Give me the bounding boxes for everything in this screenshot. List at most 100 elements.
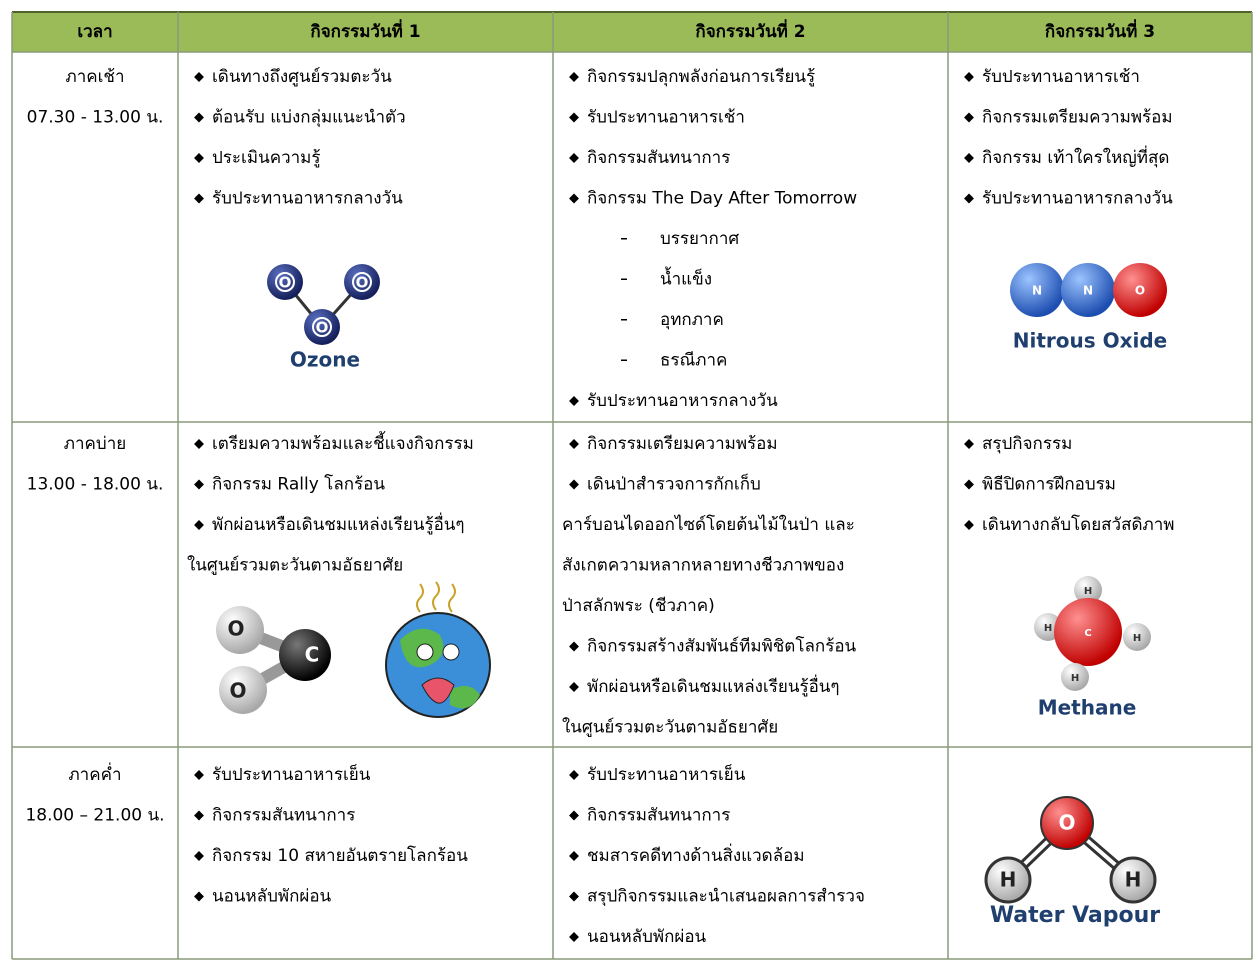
- bullet: [569, 851, 579, 861]
- bullet: [569, 439, 579, 449]
- atom-label: N: [1032, 284, 1042, 298]
- bullet: [569, 112, 579, 123]
- bullet: [964, 153, 974, 163]
- item: ชมสารคดีทางด้านสิ่งแวดล้อม: [587, 843, 805, 866]
- bullet: [569, 153, 579, 163]
- atom-label: O: [1135, 284, 1145, 298]
- bullet: [569, 682, 579, 692]
- header-band: [12, 12, 1252, 52]
- atom-label: O: [356, 274, 369, 292]
- item: สรุปกิจกรรมและนำเสนอผลการสำรวจ: [587, 887, 865, 907]
- bullet: [964, 479, 974, 490]
- nitrous-oxide-molecule: N N O Nitrous Oxide: [1010, 263, 1167, 353]
- atom-label: O: [279, 274, 292, 292]
- item: กิจกรรม เท้าใครใหญ่ที่สุด: [982, 145, 1169, 168]
- atom-label: C: [305, 643, 320, 667]
- item: สรุปกิจกรรม: [982, 434, 1072, 454]
- co2-molecule: O C O: [216, 606, 331, 714]
- item: ต้อนรับ แบ่งกลุ่มแนะนำตัว: [212, 108, 406, 128]
- molecule-name: Water Vapour: [990, 903, 1160, 928]
- item-continued: คาร์บอนไดออกไซด์โดยต้นไม้ในป่า และ: [562, 514, 855, 535]
- bullet: [964, 193, 974, 204]
- bullet: [194, 72, 204, 82]
- item: พิธีปิดการฝึกอบรม: [982, 475, 1116, 495]
- item-continued: ป่าสลักพระ (ชีวภาค): [562, 596, 715, 616]
- bullet: [569, 891, 579, 902]
- item: รับประทานอาหารเช้า: [982, 67, 1140, 87]
- molecule-name: Methane: [1038, 696, 1137, 720]
- bullet: [194, 810, 204, 821]
- bullet: [569, 193, 579, 204]
- item: พักผ่อนหรือเดินชมแหล่งเรียนรู้อื่นๆ: [587, 674, 840, 697]
- atom-label: O: [1058, 811, 1075, 835]
- hours: 13.00 - 18.00 น.: [27, 475, 164, 495]
- atom-label: H: [1084, 586, 1092, 597]
- bullet: [569, 641, 579, 652]
- item: รับประทานอาหารเช้า: [587, 108, 745, 128]
- header-cell: กิจกรรมวันที่ 1: [310, 19, 420, 42]
- item: รับประทานอาหารกลางวัน: [982, 189, 1173, 209]
- atom-label: C: [1084, 628, 1091, 639]
- sub-item: บรรยากาศ: [660, 229, 739, 249]
- bullet: [569, 810, 579, 821]
- item: กิจกรรม Rally โลกร้อน: [212, 474, 385, 495]
- item: ประเมินความรู้: [212, 148, 321, 168]
- atom-label: H: [1071, 673, 1079, 684]
- bullet: [569, 770, 579, 780]
- dash: [621, 359, 627, 361]
- item: เดินป่าสำรวจการกักเก็บ: [587, 473, 761, 495]
- bullet: [194, 193, 204, 204]
- period: ภาคค่ำ: [68, 762, 121, 785]
- bullet: [964, 112, 974, 123]
- atom-label: O: [229, 679, 246, 703]
- item: นอนหลับพักผ่อน: [587, 927, 707, 947]
- bullet: [964, 72, 974, 82]
- item: กิจกรรมเตรียมความพร้อม: [982, 108, 1173, 128]
- item: เดินทางถึงศูนย์รวมตะวัน: [212, 67, 392, 87]
- bullet: [569, 72, 579, 82]
- header-cell: กิจกรรมวันที่ 3: [1045, 19, 1155, 42]
- water-vapour-molecule: O H H Water Vapour: [984, 796, 1160, 928]
- grid: [11, 11, 1253, 960]
- item: กิจกรรมเตรียมความพร้อม: [587, 434, 778, 454]
- item: รับประทานอาหารเย็น: [212, 763, 371, 785]
- bullet: [569, 479, 579, 490]
- bullet: [194, 851, 204, 861]
- atom-label: H: [1133, 633, 1141, 644]
- atom-label: H: [1125, 868, 1142, 892]
- atom-label: O: [316, 319, 329, 337]
- methane-molecule: H H C H H Methane: [1034, 576, 1151, 720]
- bullet: [194, 770, 204, 780]
- bullet: [964, 439, 974, 449]
- hours: 18.00 – 21.00 น.: [25, 806, 164, 826]
- sub-item: อุทกภาค: [660, 310, 724, 330]
- bullet: [569, 932, 579, 942]
- bullet: [964, 520, 974, 530]
- item: รับประทานอาหารกลางวัน: [587, 391, 778, 411]
- item: เดินทางกลับโดยสวัสดิภาพ: [982, 514, 1174, 535]
- period: ภาคเช้า: [65, 67, 124, 87]
- item: รับประทานอาหารเย็น: [587, 763, 746, 785]
- bullet: [194, 520, 204, 530]
- molecule-name: Nitrous Oxide: [1013, 329, 1168, 353]
- earth-cartoon: [385, 581, 491, 718]
- item: กิจกรรมสร้างสัมพันธ์ทีมพิชิตโลกร้อน: [587, 636, 857, 657]
- item: กิจกรรม 10 สหายอันตรายโลกร้อน: [212, 845, 468, 866]
- bullet: [194, 479, 204, 490]
- item: รับประทานอาหารกลางวัน: [212, 189, 403, 209]
- atom-label: H: [1000, 868, 1017, 892]
- dash: [621, 319, 627, 321]
- sub-item: น้ำแข็ง: [660, 267, 712, 290]
- hours: 07.30 - 13.00 น.: [27, 108, 164, 128]
- molecule-name: Ozone: [290, 348, 360, 372]
- atom-label: O: [227, 617, 244, 641]
- period: ภาคบ่าย: [64, 434, 126, 454]
- atom-label: H: [1044, 623, 1052, 634]
- item-continued: ในศูนย์รวมตะวันตามอัธยาศัย: [187, 555, 403, 576]
- item: พักผ่อนหรือเดินชมแหล่งเรียนรู้อื่นๆ: [212, 512, 465, 535]
- bullet: [569, 396, 579, 406]
- item-continued: ในศูนย์รวมตะวันตามอัธยาศัย: [562, 717, 778, 738]
- ozone-molecule: O O O Ozone: [267, 264, 380, 372]
- item-continued: สังเกตความหลากหลายทางชีวภาพของ: [562, 556, 844, 576]
